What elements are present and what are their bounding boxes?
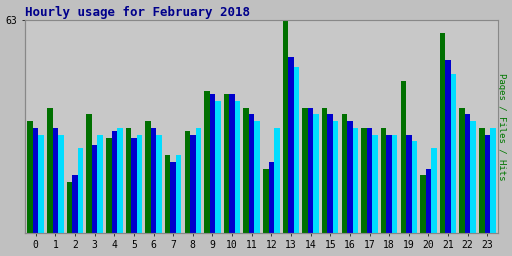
Bar	[353, 128, 358, 233]
Bar	[431, 148, 437, 233]
Bar	[381, 128, 387, 233]
Bar	[249, 114, 254, 233]
Bar	[97, 135, 103, 233]
Bar	[313, 114, 319, 233]
Bar	[274, 128, 280, 233]
Bar	[308, 108, 313, 233]
Bar	[47, 108, 53, 233]
Bar	[176, 155, 181, 233]
Bar	[92, 145, 97, 233]
Bar	[170, 162, 176, 233]
Bar	[215, 101, 221, 233]
Bar	[196, 128, 201, 233]
Bar	[224, 94, 229, 233]
Bar	[322, 108, 328, 233]
Bar	[156, 135, 162, 233]
Bar	[347, 121, 353, 233]
Bar	[33, 128, 38, 233]
Bar	[190, 135, 196, 233]
Bar	[87, 114, 92, 233]
Bar	[137, 135, 142, 233]
Bar	[210, 94, 215, 233]
Bar	[342, 114, 347, 233]
Bar	[471, 121, 476, 233]
Bar	[406, 135, 412, 233]
Bar	[254, 121, 260, 233]
Bar	[387, 135, 392, 233]
Bar	[400, 81, 406, 233]
Bar	[131, 138, 137, 233]
Bar	[72, 175, 78, 233]
Bar	[333, 121, 338, 233]
Bar	[244, 108, 249, 233]
Bar	[67, 182, 72, 233]
Bar	[328, 114, 333, 233]
Bar	[445, 60, 451, 233]
Bar	[263, 168, 269, 233]
Bar	[425, 168, 431, 233]
Bar	[283, 20, 288, 233]
Bar	[235, 101, 240, 233]
Bar	[451, 74, 456, 233]
Bar	[38, 135, 44, 233]
Bar	[361, 128, 367, 233]
Bar	[151, 128, 156, 233]
Bar	[367, 128, 372, 233]
Bar	[28, 121, 33, 233]
Bar	[294, 67, 299, 233]
Bar	[78, 148, 83, 233]
Bar	[165, 155, 170, 233]
Bar	[412, 142, 417, 233]
Bar	[459, 108, 465, 233]
Bar	[125, 128, 131, 233]
Bar	[440, 33, 445, 233]
Bar	[117, 128, 122, 233]
Bar	[106, 138, 112, 233]
Bar	[288, 57, 294, 233]
Bar	[184, 131, 190, 233]
Bar	[58, 135, 63, 233]
Bar	[229, 94, 235, 233]
Bar	[372, 135, 378, 233]
Bar	[53, 128, 58, 233]
Bar	[303, 108, 308, 233]
Bar	[112, 131, 117, 233]
Text: Hourly usage for February 2018: Hourly usage for February 2018	[25, 6, 250, 18]
Bar	[479, 128, 484, 233]
Bar	[484, 135, 490, 233]
Bar	[392, 135, 397, 233]
Bar	[269, 162, 274, 233]
Bar	[204, 91, 210, 233]
Bar	[420, 175, 425, 233]
Bar	[145, 121, 151, 233]
Bar	[465, 114, 471, 233]
Y-axis label: Pages / Files / Hits: Pages / Files / Hits	[498, 72, 506, 180]
Bar	[490, 128, 496, 233]
